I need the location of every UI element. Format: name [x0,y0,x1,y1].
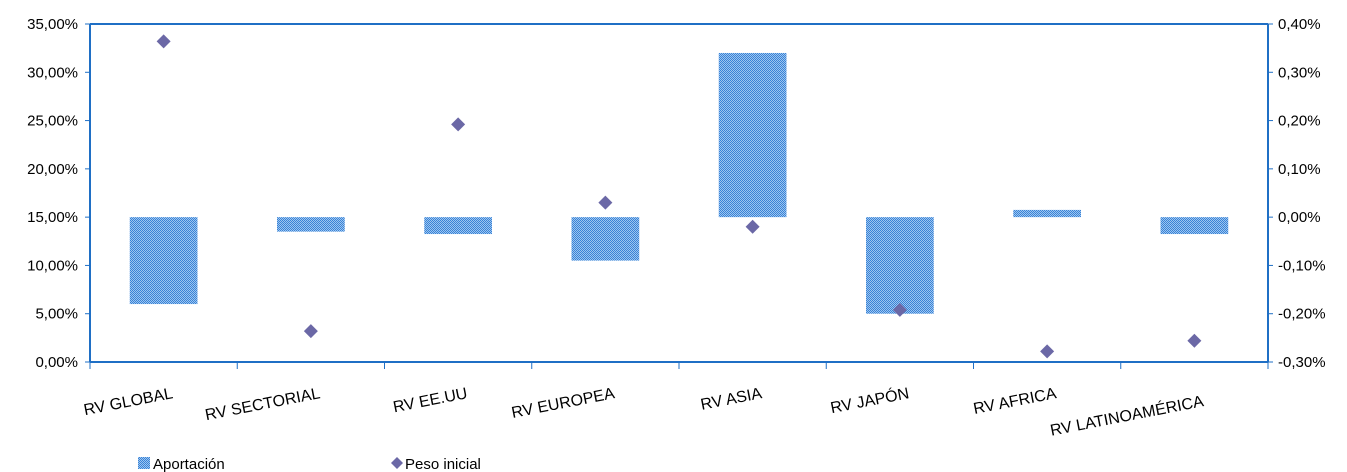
right-tick-label: -0,30% [1278,354,1326,371]
bar-aportacion [718,52,787,218]
right-tick-label: 0,20% [1278,113,1321,130]
right-tick-label: -0,10% [1278,257,1326,274]
bar-aportacion [424,217,492,235]
right-tick-label: -0,20% [1278,306,1326,323]
right-tick-label: 0,10% [1278,161,1321,178]
bar-aportacion [1160,217,1229,235]
right-tick-label: 0,30% [1278,64,1321,81]
right-tick-label: 0,00% [1278,209,1321,226]
category-label: RV JAPÓN [829,383,911,417]
category-label: RV SECTORIAL [204,385,322,424]
right-tick-label: 0,40% [1278,16,1321,33]
legend-swatch-peso-inicial [391,457,403,469]
bar-aportacion [571,217,640,261]
category-label: RV AFRICA [972,385,1058,418]
left-tick-label: 25,00% [27,113,78,130]
marker-peso-inicial [1040,344,1055,359]
category-label: RV LATINOAMÉRICA [1048,391,1205,439]
bar-aportacion [277,217,345,232]
marker-peso-inicial [156,34,171,49]
left-tick-label: 5,00% [35,306,78,323]
category-label: RV EE.UU [392,385,469,416]
left-tick-label: 15,00% [27,209,78,226]
category-label: RV GLOBAL [82,385,174,419]
left-tick-label: 30,00% [27,64,78,81]
left-tick-label: 10,00% [27,257,78,274]
marker-peso-inicial [598,195,613,210]
legend-label-aportacion: Aportación [153,456,225,472]
marker-peso-inicial [892,302,907,317]
left-tick-label: 20,00% [27,161,78,178]
left-tick-label: 35,00% [27,16,78,33]
category-label: RV ASIA [699,385,763,414]
category-label: RV EUROPEA [510,385,616,422]
legend-label-peso-inicial: Peso inicial [405,456,481,472]
marker-peso-inicial [1187,333,1202,348]
legend-swatch-aportacion [138,457,150,469]
left-tick-label: 0,00% [35,354,78,371]
bar-aportacion [866,217,934,314]
marker-peso-inicial [745,219,760,234]
marker-peso-inicial [451,117,466,132]
bar-aportacion [129,217,198,305]
bar-aportacion [1013,209,1081,218]
marker-peso-inicial [303,324,318,339]
